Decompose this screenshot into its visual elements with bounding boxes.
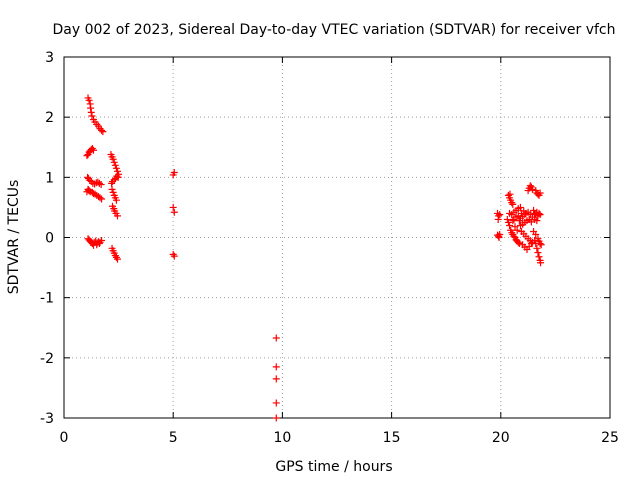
data-point (88, 112, 96, 120)
data-point (536, 240, 544, 248)
data-point (506, 221, 514, 229)
data-point (537, 241, 545, 249)
y-tick-label: -3 (40, 411, 54, 427)
y-tick-label: -1 (40, 291, 54, 307)
data-point (536, 189, 544, 197)
data-point (111, 161, 119, 169)
data-point (97, 181, 105, 189)
y-tick-label: -2 (40, 351, 54, 367)
data-point (84, 186, 92, 194)
data-point (110, 158, 118, 166)
x-tick-label: 15 (383, 430, 401, 446)
plot-frame (63, 56, 611, 419)
data-point (169, 203, 177, 211)
data-point (170, 169, 178, 177)
data-point (535, 253, 543, 261)
chart-title: Day 002 of 2023, Sidereal Day-to-day VTE… (52, 22, 615, 38)
x-tick-label: 25 (601, 430, 619, 446)
x-tick-label: 20 (492, 430, 510, 446)
data-point (534, 249, 542, 257)
data-point (112, 175, 120, 183)
data-point (506, 190, 514, 198)
data-point (516, 203, 524, 211)
data-point (515, 240, 523, 248)
data-point (109, 155, 117, 163)
data-point (170, 252, 178, 260)
data-point (513, 226, 521, 234)
data-point (98, 126, 106, 134)
data-point (509, 217, 517, 225)
x-tick-label: 10 (273, 430, 291, 446)
data-point (528, 185, 536, 193)
data-point (89, 241, 97, 249)
data-point (496, 230, 504, 238)
data-points (83, 94, 545, 422)
data-point (272, 334, 280, 342)
data-point (87, 104, 95, 112)
data-point (83, 152, 91, 160)
data-point (503, 215, 511, 223)
y-axis-ticks: 3 2 1 0 -1 -2 -3 (40, 50, 610, 427)
data-point (524, 187, 532, 195)
data-point (98, 195, 106, 203)
data-point (535, 209, 543, 217)
data-point (112, 164, 120, 172)
y-axis-label: SDTVAR / TECUs (6, 180, 22, 295)
data-point (86, 176, 94, 184)
data-point (114, 212, 122, 220)
x-tick-label: 0 (60, 430, 69, 446)
data-point (272, 399, 280, 407)
data-point (494, 215, 502, 223)
data-point (272, 363, 280, 371)
data-point (537, 259, 545, 267)
data-point (109, 188, 117, 196)
data-point (112, 196, 120, 204)
data-point (496, 211, 504, 219)
data-point (536, 211, 544, 219)
data-point (114, 255, 122, 263)
data-point (89, 146, 97, 154)
data-point (92, 179, 100, 187)
grid-lines (64, 57, 610, 418)
data-point (526, 182, 534, 190)
data-point (108, 179, 116, 187)
data-point (99, 128, 107, 136)
y-tick-label: 1 (45, 170, 54, 186)
data-point (530, 227, 538, 235)
data-point (533, 244, 541, 252)
y-tick-label: 3 (45, 50, 54, 66)
x-tick-label: 5 (169, 430, 178, 446)
data-point (510, 232, 518, 240)
data-point (114, 167, 122, 175)
data-point (108, 185, 116, 193)
y-tick-label: 2 (45, 110, 54, 126)
x-axis-label: GPS time / hours (275, 459, 392, 475)
data-point (95, 240, 103, 248)
data-point (515, 217, 523, 225)
data-point (272, 414, 280, 422)
data-point (509, 200, 517, 208)
data-point (533, 217, 541, 225)
data-point (511, 223, 519, 231)
data-point (272, 375, 280, 383)
x-axis-ticks: 0 5 10 15 20 25 (60, 57, 619, 446)
data-point (96, 194, 104, 202)
data-point (495, 234, 503, 241)
data-point (514, 238, 522, 246)
data-point (169, 250, 177, 258)
data-point (87, 108, 95, 116)
data-point (170, 208, 178, 216)
y-tick-label: 0 (45, 231, 54, 247)
data-point (95, 179, 103, 187)
data-point (85, 96, 93, 104)
data-point (504, 218, 512, 226)
